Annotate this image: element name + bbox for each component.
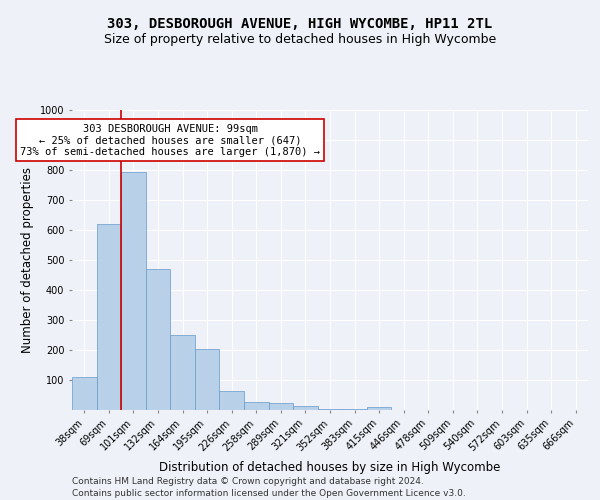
Text: Contains public sector information licensed under the Open Government Licence v3: Contains public sector information licen… — [72, 489, 466, 498]
Bar — [269, 404, 293, 410]
Bar — [121, 172, 146, 410]
Bar — [72, 377, 97, 410]
Y-axis label: Number of detached properties: Number of detached properties — [22, 167, 34, 353]
Bar — [220, 391, 244, 410]
Bar — [244, 402, 269, 410]
Bar — [170, 335, 195, 410]
Text: 303 DESBOROUGH AVENUE: 99sqm
← 25% of detached houses are smaller (647)
73% of s: 303 DESBOROUGH AVENUE: 99sqm ← 25% of de… — [20, 124, 320, 156]
Text: Size of property relative to detached houses in High Wycombe: Size of property relative to detached ho… — [104, 32, 496, 46]
Bar — [342, 408, 367, 410]
Text: 303, DESBOROUGH AVENUE, HIGH WYCOMBE, HP11 2TL: 303, DESBOROUGH AVENUE, HIGH WYCOMBE, HP… — [107, 18, 493, 32]
Bar — [146, 269, 170, 410]
Bar — [318, 408, 342, 410]
Bar — [195, 350, 220, 410]
Bar — [97, 224, 121, 410]
X-axis label: Distribution of detached houses by size in High Wycombe: Distribution of detached houses by size … — [160, 461, 500, 474]
Text: Contains HM Land Registry data © Crown copyright and database right 2024.: Contains HM Land Registry data © Crown c… — [72, 478, 424, 486]
Bar — [293, 406, 318, 410]
Bar — [367, 407, 391, 410]
